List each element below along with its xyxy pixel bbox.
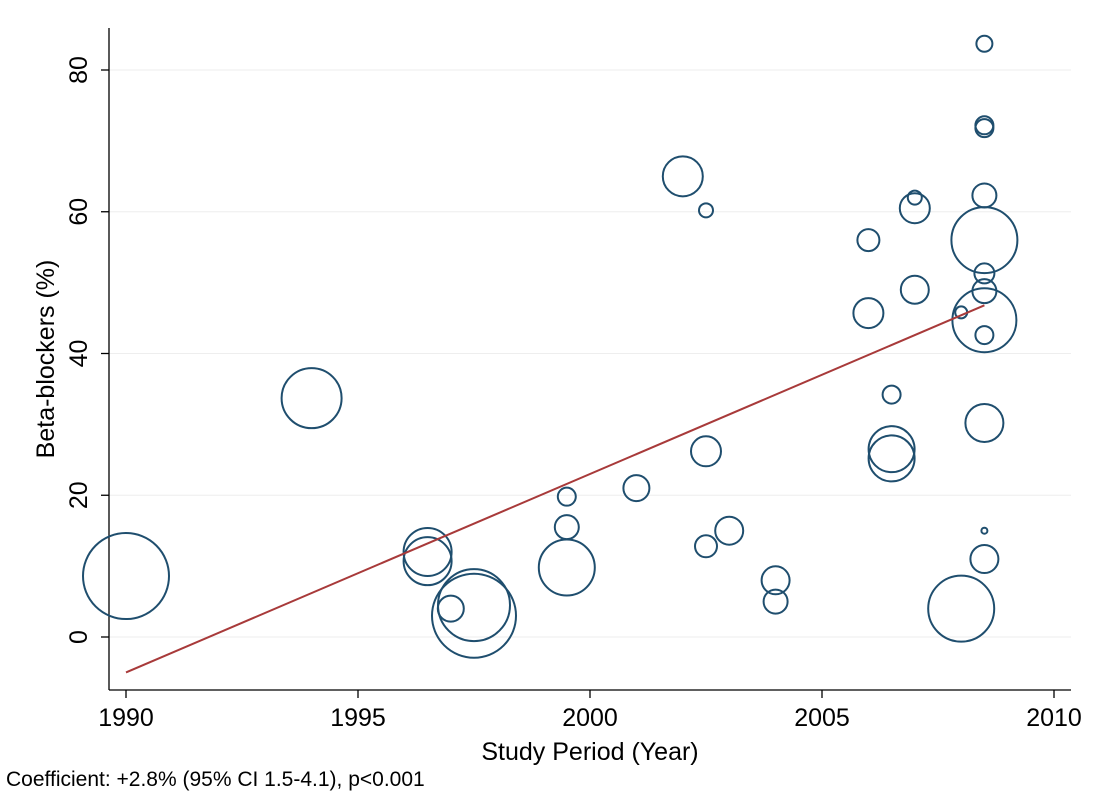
- y-tick-label-0: 0: [65, 630, 93, 644]
- bubble-point: [622, 474, 651, 503]
- bubble-point: [906, 189, 923, 206]
- bubble-point: [927, 574, 996, 643]
- bubble-point: [762, 588, 789, 615]
- bubble-point: [969, 544, 1000, 575]
- y-tick-label-60: 60: [65, 198, 93, 226]
- bubble-point: [852, 297, 885, 330]
- bubble-point: [974, 325, 995, 346]
- bubble-point: [856, 228, 881, 253]
- bubble-point: [980, 526, 989, 535]
- bubble-point: [694, 534, 718, 559]
- y-axis-title: Beta-blockers (%): [32, 260, 60, 459]
- bubble-point: [280, 367, 343, 430]
- x-axis-title: Study Period (Year): [481, 738, 698, 766]
- regression-line-group: [125, 304, 985, 674]
- bubble-point: [899, 274, 930, 305]
- bubble-point: [867, 434, 916, 483]
- bubble-point: [437, 568, 511, 643]
- bubble-point: [436, 594, 465, 623]
- bubble-point: [760, 565, 791, 596]
- bubble-point: [537, 538, 596, 597]
- bubble-point: [951, 287, 1018, 354]
- bubble-point: [950, 206, 1019, 275]
- x-tick-label-2000: 2000: [562, 704, 618, 732]
- gridlines: [109, 69, 1071, 638]
- bubble-point: [714, 515, 745, 546]
- x-tick-label-1995: 1995: [330, 704, 386, 732]
- bubble-point: [975, 34, 994, 53]
- coefficient-note: Coefficient: +2.8% (95% CI 1.5-4.1), p<0…: [6, 768, 425, 791]
- bubble-point: [881, 384, 902, 405]
- bubble-point: [971, 182, 998, 209]
- bubble-point: [973, 262, 996, 285]
- bubble-point: [964, 402, 1005, 443]
- x-tick-label-2005: 2005: [794, 704, 850, 732]
- x-tick-label-1990: 1990: [98, 704, 154, 732]
- bubble-point: [661, 155, 704, 198]
- bubble-point: [556, 486, 577, 507]
- bubble-point: [402, 536, 453, 587]
- y-tick-label-80: 80: [65, 56, 93, 84]
- bubble-point: [698, 202, 714, 219]
- bubble-point: [867, 425, 916, 474]
- bubble-point: [431, 572, 517, 659]
- bubble-point: [82, 532, 170, 621]
- y-tick-label-40: 40: [65, 340, 93, 368]
- bubble-point: [553, 514, 580, 541]
- bubbles: [82, 34, 1019, 659]
- x-axis-ticks: 1990 1995 2000 2005 2010: [98, 690, 1082, 732]
- x-tick-label-2010: 2010: [1026, 704, 1082, 732]
- bubble-point: [974, 118, 995, 139]
- regression-line: [125, 304, 985, 674]
- axes: [108, 28, 1071, 691]
- bubble-point: [402, 526, 453, 577]
- y-axis-ticks: 0 20 40 60 80: [65, 56, 109, 644]
- y-tick-label-20: 20: [65, 481, 93, 509]
- bubble-point: [898, 192, 931, 225]
- bubble-point: [690, 435, 722, 468]
